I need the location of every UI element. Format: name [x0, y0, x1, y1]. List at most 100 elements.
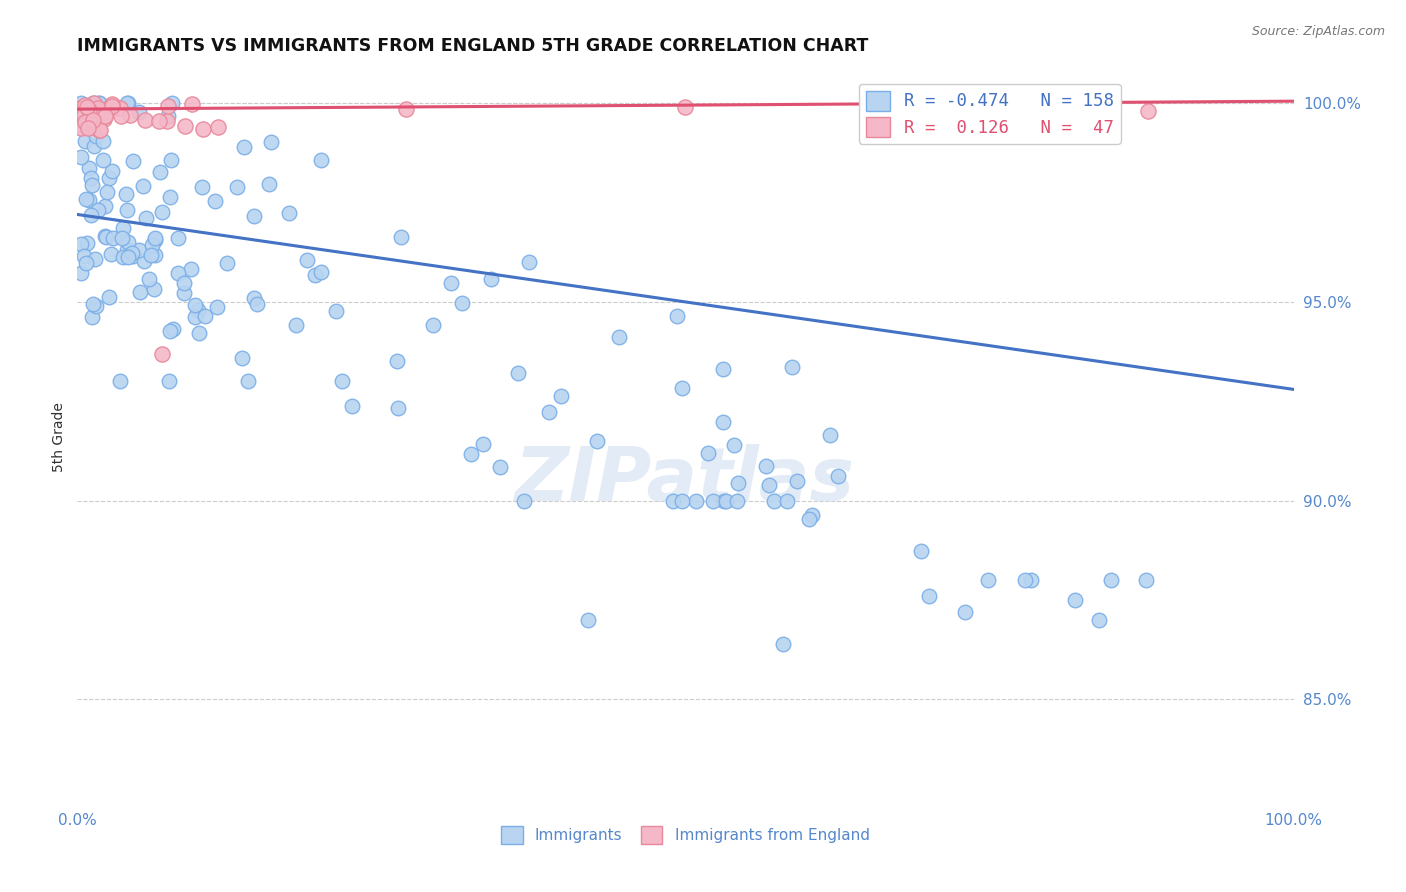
Point [893, 102, 915, 116]
Point [820, 428, 842, 442]
Point [325, 303, 347, 318]
Point [159, 325, 181, 339]
Point [79, 111, 101, 125]
Point [148, 113, 170, 128]
Point [132, 179, 155, 194]
Point [97, 290, 120, 304]
Point [75, 97, 97, 112]
Point [309, 265, 332, 279]
Text: Source: ZipAtlas.com: Source: ZipAtlas.com [1251, 25, 1385, 38]
Point [180, 96, 202, 111]
Point [976, 573, 998, 587]
Point [187, 326, 209, 340]
Point [191, 179, 214, 194]
Point [671, 493, 693, 508]
Point [471, 437, 494, 451]
Point [108, 375, 131, 389]
Point [70, 266, 93, 280]
Point [70, 108, 93, 122]
Point [675, 100, 697, 114]
Text: ZIPatlas: ZIPatlas [516, 444, 855, 517]
Point [242, 209, 264, 223]
Point [143, 231, 166, 245]
Point [69, 118, 91, 132]
Point [762, 493, 785, 508]
Point [111, 231, 134, 245]
Point [122, 249, 145, 263]
Point [82, 178, 104, 192]
Point [143, 233, 166, 247]
Point [84, 299, 107, 313]
Point [184, 310, 207, 324]
Point [160, 153, 183, 168]
Point [711, 361, 734, 376]
Point [1136, 104, 1159, 119]
Point [83, 138, 105, 153]
Point [91, 153, 114, 167]
Point [72, 107, 94, 121]
Point [166, 231, 188, 245]
Point [80, 208, 103, 222]
Point [780, 359, 803, 374]
Point [711, 415, 734, 429]
Point [929, 102, 952, 116]
Point [128, 244, 150, 258]
Point [100, 100, 122, 114]
Point [685, 493, 707, 508]
Point [801, 508, 824, 522]
Point [550, 389, 572, 403]
Point [93, 107, 115, 121]
Point [87, 103, 110, 118]
Point [139, 248, 162, 262]
Point [389, 229, 412, 244]
Point [159, 190, 181, 204]
Point [94, 230, 117, 244]
Point [101, 99, 124, 113]
Point [70, 236, 93, 251]
Point [479, 272, 502, 286]
Point [80, 170, 103, 185]
Point [725, 493, 748, 508]
Point [460, 447, 482, 461]
Point [233, 139, 256, 153]
Point [77, 193, 100, 207]
Point [77, 103, 100, 117]
Point [716, 493, 738, 508]
Point [797, 512, 820, 526]
Point [309, 153, 332, 168]
Point [138, 271, 160, 285]
Point [295, 252, 318, 267]
Point [94, 229, 117, 244]
Point [141, 237, 163, 252]
Point [94, 109, 117, 123]
Point [91, 134, 114, 148]
Point [121, 246, 143, 260]
Point [395, 102, 418, 116]
Point [87, 96, 110, 111]
Point [156, 114, 179, 128]
Point [77, 161, 100, 175]
Point [76, 100, 98, 114]
Point [451, 296, 474, 310]
Point [87, 106, 110, 120]
Point [183, 298, 205, 312]
Point [101, 164, 124, 178]
Point [135, 211, 157, 226]
Point [666, 309, 689, 323]
Point [112, 250, 135, 264]
Point [143, 282, 166, 296]
Point [489, 460, 512, 475]
Point [786, 474, 808, 488]
Point [207, 120, 229, 134]
Point [149, 165, 172, 179]
Point [117, 96, 139, 111]
Point [696, 446, 718, 460]
Point [96, 185, 118, 199]
Point [83, 96, 105, 111]
Point [776, 493, 799, 508]
Point [84, 129, 107, 144]
Point [727, 475, 749, 490]
Point [87, 202, 110, 217]
Point [440, 276, 463, 290]
Point [98, 171, 121, 186]
